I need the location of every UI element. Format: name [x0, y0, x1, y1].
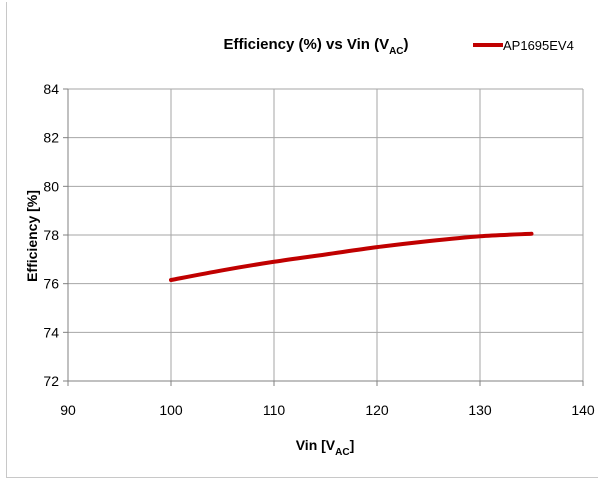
x-tick-label: 130	[468, 402, 492, 418]
y-tick-label: 72	[43, 373, 59, 389]
y-tick-label: 82	[43, 130, 59, 146]
y-tick-label: 84	[43, 81, 59, 97]
y-tick-label: 80	[43, 178, 59, 194]
x-tick-label: 140	[571, 402, 595, 418]
legend: AP1695EV4	[473, 38, 574, 53]
series	[169, 231, 534, 283]
y-tick-label: 78	[43, 227, 59, 243]
y-axis-label: Efficiency [%]	[24, 190, 40, 282]
chart-frame	[6, 2, 598, 478]
y-tick-label: 76	[43, 276, 59, 292]
grid	[63, 88, 584, 386]
x-tick-label: 100	[159, 402, 183, 418]
tick-labels: 72 74 76 78 80 82 84 90 100 110 120 130 140	[43, 81, 594, 418]
x-tick-label: 110	[263, 402, 286, 418]
x-tick-label: 90	[60, 402, 76, 418]
x-tick-label: 120	[365, 402, 389, 418]
chart-title: Efficiency (%) vs Vin (VAC)	[223, 36, 408, 57]
series-line	[169, 231, 534, 283]
legend-label: AP1695EV4	[503, 38, 574, 53]
y-tick-label: 74	[43, 324, 59, 340]
x-axis-label: Vin [VAC]	[296, 437, 355, 458]
